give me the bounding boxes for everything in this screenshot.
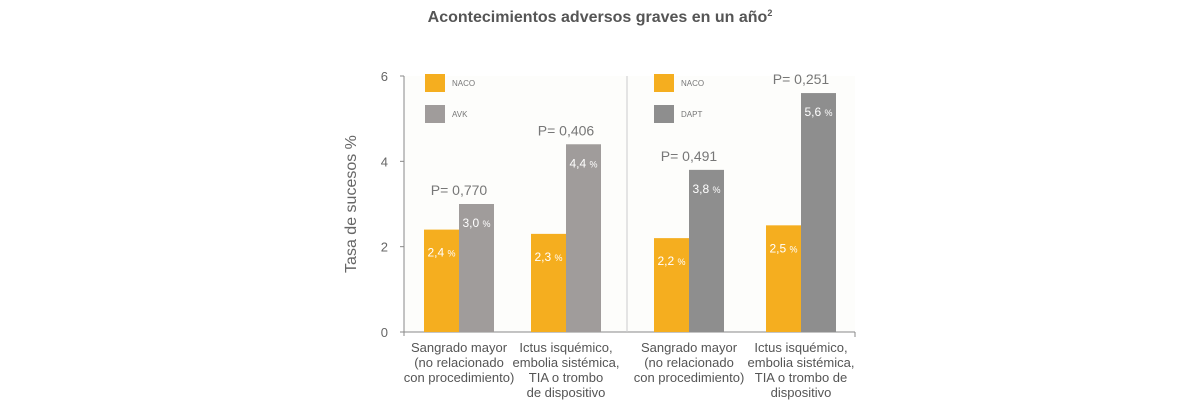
- x-category-label: embolia sistémica,: [513, 355, 620, 370]
- bar: [689, 169, 724, 332]
- x-category-label: Sangrado mayor: [641, 340, 738, 355]
- p-value-label: P= 0,251: [773, 71, 830, 87]
- legend-swatch: [425, 74, 445, 92]
- y-tick-label: 4: [381, 154, 388, 169]
- p-value-label: P= 0,491: [661, 148, 718, 164]
- p-value-label: P= 0,770: [431, 182, 488, 198]
- legend-swatch: [654, 74, 674, 92]
- x-category-label: embolia sistémica,: [748, 355, 855, 370]
- y-tick-label: 2: [381, 240, 388, 255]
- y-axis-label: Tasa de sucesos %: [343, 135, 360, 273]
- bar-value-label: 5,6 %: [804, 105, 832, 119]
- bar: [459, 204, 494, 332]
- bar-value-label: 2,2 %: [657, 254, 685, 268]
- bar-value-label: 2,3 %: [534, 250, 562, 264]
- y-tick-label: 0: [381, 325, 388, 340]
- x-category-label: (no relacionado: [644, 355, 734, 370]
- x-category-label: Ictus isquémico,: [754, 340, 847, 355]
- legend-swatch: [425, 105, 445, 123]
- chart-title: Acontecimientos adversos graves en un añ…: [428, 8, 773, 26]
- x-category-label: de dispositivo: [527, 385, 606, 400]
- bar: [801, 93, 836, 332]
- x-category-label: Ictus isquémico,: [519, 340, 612, 355]
- bar-value-label: 2,5 %: [769, 241, 797, 255]
- bar-value-label: 2,4 %: [427, 246, 455, 260]
- bar-value-label: 3,0 %: [462, 216, 490, 230]
- p-value-label: P= 0,406: [538, 122, 595, 138]
- y-tick-label: 6: [381, 69, 388, 84]
- legend-swatch: [654, 105, 674, 123]
- legend-label: NACO: [681, 79, 704, 88]
- x-category-label: dispositivo: [771, 385, 832, 400]
- bar: [566, 144, 601, 332]
- x-category-label: TIA o trombo de: [755, 370, 848, 385]
- x-category-label: Sangrado mayor: [411, 340, 508, 355]
- legend-label: AVK: [452, 110, 468, 119]
- x-category-label: (no relacionado: [414, 355, 504, 370]
- bar: [531, 233, 566, 332]
- bar: [424, 229, 459, 332]
- x-category-label: con procedimiento): [404, 370, 515, 385]
- x-category-label: TIA o trombo: [529, 370, 603, 385]
- bar-value-label: 4,4 %: [569, 156, 597, 170]
- legend-label: NACO: [452, 79, 475, 88]
- legend-label: DAPT: [681, 110, 702, 119]
- bar: [766, 225, 801, 332]
- x-category-label: con procedimiento): [634, 370, 745, 385]
- bar: [654, 238, 689, 332]
- bar-value-label: 3,8 %: [692, 182, 720, 196]
